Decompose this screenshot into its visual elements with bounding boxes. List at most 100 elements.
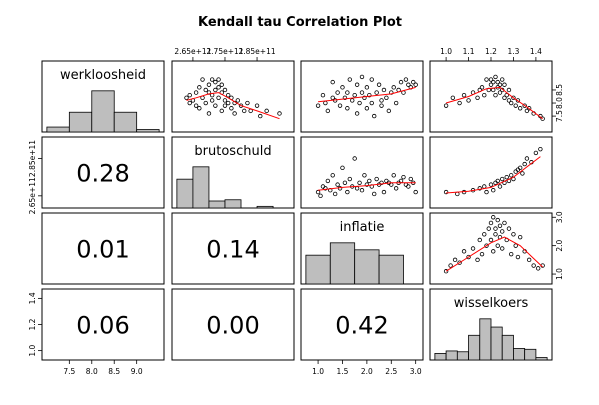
scatter-point [197,106,202,111]
scatter-point [187,100,192,106]
histogram-bar-inflatie [354,249,380,285]
scatter-point [482,184,487,189]
scatter-point [500,176,505,182]
scatter-point [374,176,379,182]
scatter-point [352,92,357,98]
panel-frame-3-1 [171,288,295,361]
scatter-point [216,95,221,101]
histogram-bar-wisselkoers [490,326,503,361]
scatter-point [513,103,518,108]
smooth-line [446,156,541,194]
scatter-point [242,108,247,114]
scatter-point [216,85,221,90]
scatter-point [258,113,263,119]
scatter-point [364,106,370,111]
scatter-point [206,82,212,87]
histogram-bar-brutoschuld [208,200,226,209]
scatter-point [379,98,384,103]
scatter-point [513,243,518,248]
histogram-bar-werkloosheid [113,111,138,133]
panel-frame-1-0 [41,136,165,209]
scatter-point [352,156,357,161]
scatter-point [484,77,489,82]
histogram-bar-wisselkoers [434,353,447,361]
scatter-point [393,186,399,191]
scatter-point [484,189,489,195]
scatter-point [340,165,345,171]
scatter-point [495,217,500,223]
scatter-point [517,165,523,171]
scatter-point [315,103,321,108]
tick-label: 1.0 [555,268,564,280]
scatter-point [515,98,521,103]
scatter-point [222,87,228,93]
scatter-point [345,189,350,195]
scatter-point [477,237,482,243]
scatter-point [391,85,396,90]
scatter-point [384,95,389,101]
scatter-point [509,100,514,106]
scatter-point [411,79,416,85]
scatter-point [526,257,532,263]
scatter-point [509,173,514,178]
scatter-point [535,266,541,271]
scatter-point [479,251,485,257]
scatter-point [531,263,536,268]
tick-label: 2.75e+11 [206,47,243,56]
scatter-point [320,92,326,98]
scatter-point [477,186,482,191]
scatter-point [203,87,208,93]
histogram-bar-wisselkoers [456,351,469,361]
scatter-point [504,92,509,98]
tick-label: 2.0 [555,239,564,251]
panel-frame-3-2 [300,288,424,361]
scatter-point [209,77,215,82]
histogram-bar-brutoschuld [192,166,210,209]
scatter-point [318,193,323,199]
tick-label: 1.3 [507,47,519,56]
panel-frame-1-3 [429,136,553,209]
scatter-point [466,98,471,103]
scatter-point [359,90,365,95]
scatter-point [506,98,512,103]
scatter-point [491,79,496,85]
tick-label: 8.0 [86,367,98,376]
scatter-point [225,100,231,106]
histogram-bar-inflatie [305,254,331,285]
scatter-point [367,178,372,184]
scatter-point [347,77,352,82]
scatter-point [315,189,321,195]
tick-label: 2.85e+11 [238,47,275,56]
scatter-point [345,90,350,95]
panel-frame-1-2 [300,136,424,209]
panel-frame-2-1 [171,212,295,285]
scatter-point [403,182,409,187]
histogram-bar-inflatie [329,242,356,285]
histogram-bar-inflatie [378,254,404,285]
histogram-bar-wisselkoers [535,357,548,361]
scatter-point [495,178,500,184]
tick-label: 1.4 [28,292,37,304]
scatter-point [354,186,360,191]
scatter-point [362,95,367,101]
scatter-point [323,100,328,106]
scatter-point [408,176,413,182]
correlation-value: 0.01 [76,236,129,264]
scatter-point [517,234,523,240]
scatter-point [216,77,221,82]
tick-label: 2.65e+11 [28,177,37,214]
tick-label: 1.0 [312,367,324,376]
scatter-point [245,100,250,106]
scatter-point [403,77,409,82]
scatter-point [524,156,530,161]
histogram-bar-wisselkoers [468,334,481,361]
tick-label: 1.0 [440,47,452,56]
tick-label: 7.5 [63,367,75,376]
smooth-line [186,92,280,120]
scatter-point [497,90,503,95]
scatter-point [372,113,377,119]
scatter-point [222,98,228,103]
scatter-point [502,95,507,101]
scatter-point [540,116,545,121]
